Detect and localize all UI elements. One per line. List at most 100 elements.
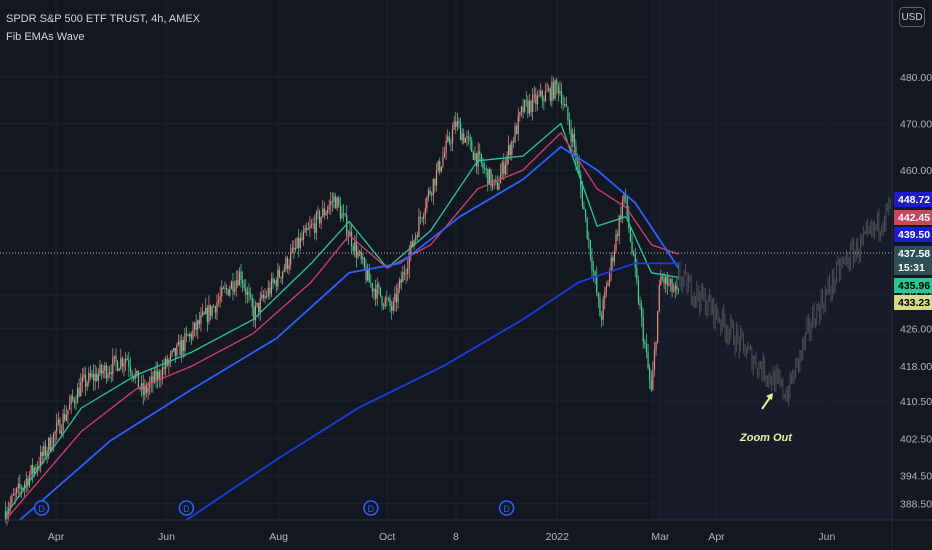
candle-body	[44, 445, 47, 456]
x-tick-label: 8	[453, 531, 459, 543]
currency-button[interactable]: USD	[899, 7, 925, 27]
candle-body	[261, 294, 263, 299]
candle-body	[322, 208, 324, 217]
candle-body	[25, 478, 27, 484]
candle-body	[402, 272, 404, 283]
candle-body	[211, 307, 213, 316]
candle-body	[185, 333, 188, 335]
x-tick-label: Apr	[708, 531, 725, 543]
candle-body	[634, 253, 636, 268]
candle-body	[181, 340, 183, 356]
candle-body	[35, 467, 37, 470]
candle-body	[4, 510, 7, 520]
candle-body	[320, 216, 322, 224]
candle-body	[626, 196, 628, 216]
price-axis[interactable]: 388.50394.50402.50410.50418.00426.00433.…	[900, 72, 932, 511]
candle-body	[394, 293, 396, 302]
candle-body	[251, 297, 253, 308]
candle-body	[560, 91, 563, 105]
candle-body	[38, 466, 40, 467]
candle-body	[275, 280, 277, 287]
candle-body	[429, 190, 431, 194]
candle-body	[201, 312, 204, 316]
candle-body	[576, 161, 579, 165]
candle-body	[41, 451, 43, 457]
candle-body	[535, 94, 537, 105]
candle-body	[657, 310, 659, 343]
candle-body	[350, 231, 353, 247]
candle-body	[463, 133, 465, 143]
candle-body	[11, 495, 13, 503]
candle-body	[52, 433, 55, 447]
candle-body	[464, 138, 466, 143]
candle-body	[158, 371, 160, 380]
candle-body	[423, 215, 425, 219]
price-tag: 442.45	[894, 210, 932, 225]
candle-body	[184, 333, 186, 351]
candle-body	[117, 361, 119, 371]
candle-body	[144, 386, 146, 395]
candle-body	[157, 371, 159, 381]
candle-body	[100, 364, 103, 374]
candle-body	[269, 287, 271, 294]
candle-body	[647, 351, 649, 368]
candle-body	[548, 88, 550, 91]
grid	[0, 0, 892, 520]
candle-body	[338, 197, 340, 205]
candle-body	[448, 136, 450, 143]
candle-body	[137, 370, 140, 388]
candle-body	[378, 284, 380, 288]
candle-body	[280, 277, 282, 279]
candle-body	[527, 100, 529, 114]
candle-body	[471, 140, 473, 152]
candle-body	[60, 430, 63, 434]
symbol-title[interactable]: SPDR S&P 500 ETF TRUST, 4h, AMEX	[6, 13, 200, 25]
candle-body	[416, 235, 418, 237]
candle-body	[346, 215, 348, 237]
zoom-out-annotation: Zoom Out	[739, 393, 793, 444]
candle-body	[479, 151, 481, 155]
candle-body	[173, 348, 175, 351]
price-tag: 15:31	[894, 260, 932, 275]
candle-body	[285, 258, 287, 269]
x-tick-label: Jun	[818, 531, 835, 543]
candle-body	[227, 289, 229, 296]
candle-body	[334, 196, 337, 209]
candle-body	[631, 241, 633, 253]
dividend-marker	[498, 500, 515, 516]
candle-body	[73, 399, 75, 403]
candle-body	[230, 281, 232, 289]
candle-body	[427, 190, 430, 198]
candle-body	[126, 358, 128, 360]
indicator-title[interactable]: Fib EMAs Wave	[6, 31, 85, 43]
candle-body	[187, 334, 189, 337]
candle-body	[149, 382, 151, 388]
candle-body	[22, 487, 24, 490]
candle-body	[352, 246, 354, 251]
candle-body	[258, 302, 260, 313]
candle-body	[620, 215, 622, 219]
candle-body	[607, 283, 609, 286]
candle-body	[605, 285, 607, 292]
candle-body	[203, 312, 205, 314]
candle-body	[536, 95, 539, 105]
candle-body	[453, 121, 455, 130]
candle-body	[264, 295, 266, 298]
candle-body	[645, 343, 648, 352]
candle-body	[65, 414, 67, 421]
candle-body	[224, 287, 226, 289]
candle-body	[418, 216, 420, 237]
candle-body	[357, 252, 359, 258]
candle-body	[326, 209, 329, 213]
candle-body	[676, 285, 678, 289]
candle-body	[597, 293, 599, 298]
candle-body	[371, 283, 374, 292]
candle-body	[349, 231, 351, 236]
time-axis[interactable]: Apr Jun Aug Oct 8 2022 Mar Apr Jun	[48, 531, 836, 543]
candle-body	[17, 483, 19, 489]
candle-body	[86, 383, 88, 387]
candle-body	[439, 161, 441, 172]
candle-body	[661, 276, 664, 279]
candle-body	[581, 188, 583, 206]
